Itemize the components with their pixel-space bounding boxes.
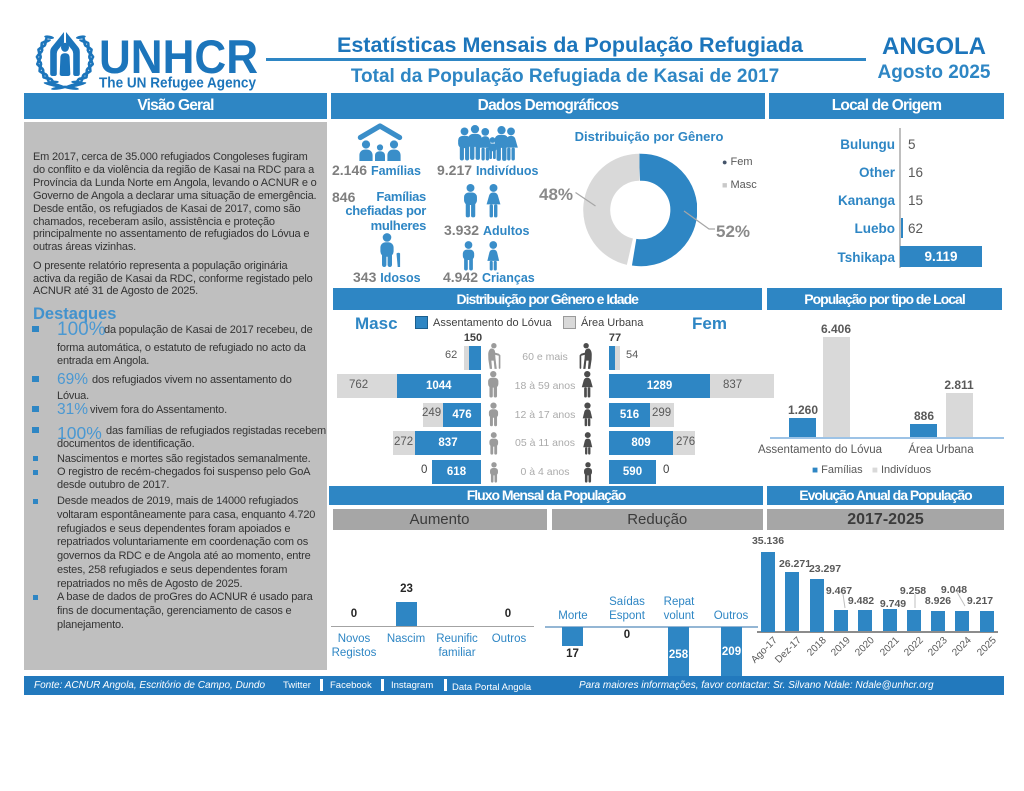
svg-text:The UN Refugee Agency: The UN Refugee Agency: [99, 75, 257, 92]
svg-text:UNHCR: UNHCR: [99, 30, 258, 83]
